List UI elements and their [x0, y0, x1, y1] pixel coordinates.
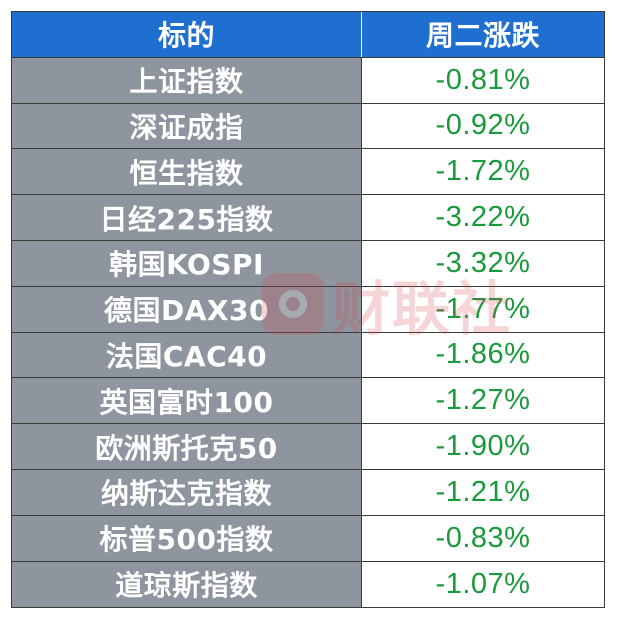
header-change-cell: 周二涨跌: [362, 12, 604, 57]
table-row: 恒生指数 -1.72%: [12, 149, 604, 196]
table-row: 德国DAX30 -1.77%: [12, 286, 604, 333]
index-change: -1.86%: [362, 332, 604, 378]
table-row: 英国富时100 -1.27%: [12, 378, 604, 425]
table-row: 欧洲斯托克50 -1.90%: [12, 424, 604, 470]
index-name: 日经225指数: [12, 195, 362, 240]
index-name: 欧洲斯托克50: [12, 424, 362, 469]
index-change: -3.22%: [362, 195, 604, 240]
index-change-table: 标的 周二涨跌 上证指数 -0.81% 深证成指 -0.92% 恒生指数 -1.…: [11, 11, 605, 609]
index-change: -0.92%: [362, 103, 604, 149]
index-name: 道琼斯指数: [12, 561, 362, 608]
index-name: 法国CAC40: [12, 332, 362, 378]
index-name: 上证指数: [12, 57, 362, 103]
index-change: -1.90%: [362, 424, 604, 469]
index-name: 纳斯达克指数: [12, 469, 362, 515]
table-row: 法国CAC40 -1.86%: [12, 332, 604, 379]
index-change: -1.77%: [362, 286, 604, 332]
index-change: -0.81%: [362, 57, 604, 103]
index-name: 韩国KOSPI: [12, 240, 362, 286]
index-change: -1.21%: [362, 469, 604, 515]
index-name: 英国富时100: [12, 378, 362, 424]
index-name: 深证成指: [12, 103, 362, 149]
table-header-row: 标的 周二涨跌: [12, 12, 604, 58]
table-row: 日经225指数 -3.22%: [12, 195, 604, 241]
index-name: 德国DAX30: [12, 286, 362, 332]
index-name: 标普500指数: [12, 515, 362, 561]
index-change: -3.32%: [362, 240, 604, 286]
index-change: -1.07%: [362, 561, 604, 608]
index-change: -0.83%: [362, 515, 604, 561]
table-row: 上证指数 -0.81%: [12, 57, 604, 104]
index-change: -1.72%: [362, 149, 604, 195]
header-name-cell: 标的: [12, 12, 362, 57]
table-row: 深证成指 -0.92%: [12, 103, 604, 150]
table-row: 韩国KOSPI -3.32%: [12, 240, 604, 287]
table-row: 纳斯达克指数 -1.21%: [12, 469, 604, 516]
table-row: 标普500指数 -0.83%: [12, 515, 604, 562]
table-row: 道琼斯指数 -1.07%: [12, 561, 604, 608]
index-name: 恒生指数: [12, 149, 362, 195]
index-change: -1.27%: [362, 378, 604, 424]
